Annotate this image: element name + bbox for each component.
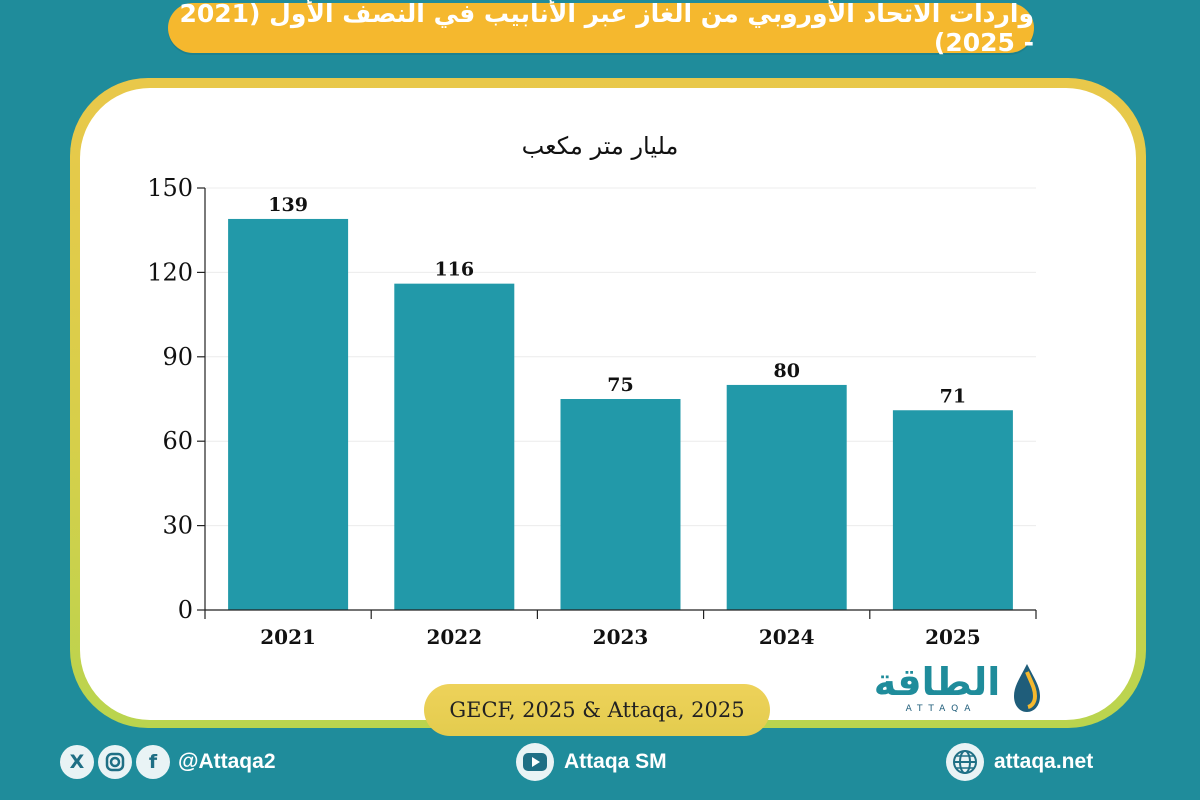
x-tick-label: 2024	[759, 625, 815, 649]
logo-subtitle: ATTAQA	[905, 704, 977, 714]
website-label: attaqa.net	[994, 750, 1094, 773]
instagram-icon[interactable]	[98, 745, 132, 779]
y-tick-label: 60	[162, 427, 193, 455]
y-tick-label: 30	[162, 512, 193, 540]
bar-2022	[394, 283, 515, 610]
bar-2024	[726, 384, 847, 610]
x-tick-label: 2023	[593, 625, 649, 649]
bar-2021	[228, 218, 349, 611]
data-label: 71	[940, 385, 966, 407]
globe-icon	[946, 743, 984, 781]
facebook-icon[interactable]: f	[136, 745, 170, 779]
bar-2023	[560, 399, 681, 610]
drop-icon	[1014, 664, 1040, 712]
x-axis: 2021 2022 2023 2024 2025	[204, 609, 1037, 649]
data-label: 80	[773, 360, 799, 382]
logo-text: الطاقة	[873, 660, 1001, 704]
source-text: GECF, 2025 & Attaqa, 2025	[449, 698, 745, 722]
y-axis: 0 30 60 90 120 150	[147, 174, 206, 624]
chart-card: مليار متر مكعب 139 116 75 80 71 0 30 60 90 120 15…	[80, 88, 1136, 720]
x-tick-label: 2021	[260, 625, 316, 649]
x-tick-label: 2025	[925, 625, 981, 649]
youtube-label: Attaqa SM	[564, 750, 667, 773]
website-link[interactable]: attaqa.net	[946, 740, 1093, 784]
youtube-icon	[516, 743, 554, 781]
youtube-link[interactable]: Attaqa SM	[516, 740, 667, 784]
y-tick-label: 150	[147, 174, 193, 202]
data-label: 139	[268, 194, 308, 216]
source-label: GECF, 2025 & Attaqa, 2025	[424, 684, 770, 736]
data-label: 75	[607, 374, 633, 396]
chart-title: واردات الاتحاد الأوروبي من الغاز عبر الأ…	[179, 0, 1034, 57]
social-handle[interactable]: @Attaqa2	[178, 750, 276, 773]
bar-chart: مليار متر مكعب 139 116 75 80 71 0 30 60 90 120 15…	[147, 132, 1037, 649]
attaqa-logo: الطاقة ATTAQA	[862, 658, 1044, 722]
y-tick-label: 120	[147, 258, 193, 286]
social-links: X f @Attaqa2	[60, 740, 276, 784]
bar-2025	[892, 410, 1013, 610]
bars-group: 139 116 75 80 71	[228, 194, 1013, 611]
y-tick-label: 90	[162, 343, 193, 371]
y-tick-label: 0	[178, 596, 193, 624]
chart-title-banner: واردات الاتحاد الأوروبي من الغاز عبر الأ…	[168, 0, 1034, 57]
unit-label: مليار متر مكعب	[522, 132, 679, 160]
x-icon[interactable]: X	[60, 745, 94, 779]
x-tick-label: 2022	[426, 625, 482, 649]
data-label: 116	[434, 259, 474, 281]
